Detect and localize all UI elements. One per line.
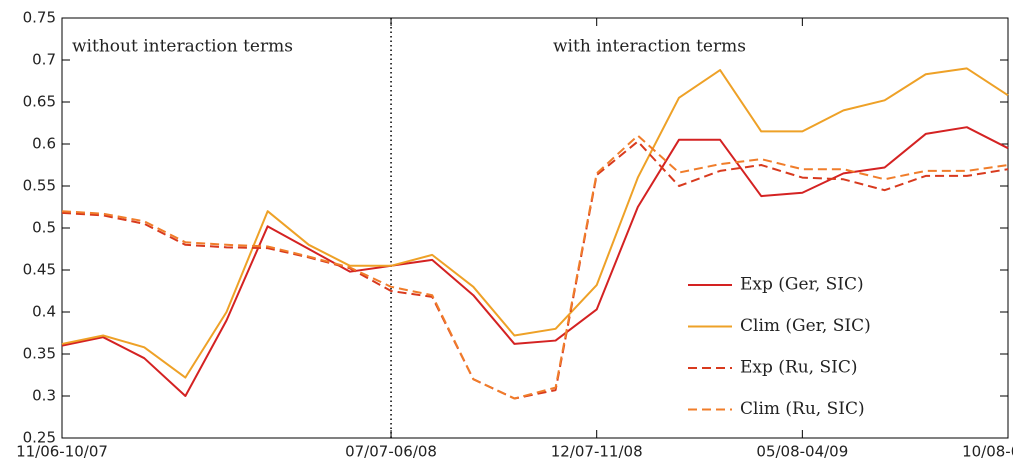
legend-label: Exp (Ru, SIC) bbox=[740, 358, 857, 378]
legend-label: Clim (Ger, SIC) bbox=[740, 316, 871, 336]
y-tick-label: 0.6 bbox=[32, 135, 56, 153]
x-tick-label: 07/07-06/08 bbox=[345, 443, 437, 461]
y-tick-label: 0.65 bbox=[23, 93, 56, 111]
legend-label: Clim (Ru, SIC) bbox=[740, 399, 865, 419]
y-tick-label: 0.25 bbox=[23, 429, 56, 447]
y-tick-label: 0.4 bbox=[32, 303, 56, 321]
legend-label: Exp (Ger, SIC) bbox=[740, 275, 864, 295]
y-tick-label: 0.75 bbox=[23, 9, 56, 27]
y-tick-label: 0.5 bbox=[32, 219, 56, 237]
annotation: without interaction terms bbox=[72, 37, 293, 57]
x-tick-label: 12/07-11/08 bbox=[551, 443, 643, 461]
x-tick-label: 11/06-10/07 bbox=[16, 443, 108, 461]
y-tick-label: 0.3 bbox=[32, 387, 56, 405]
series-line bbox=[61, 67, 1009, 379]
x-tick-label: 10/08-09/09 bbox=[962, 443, 1013, 461]
y-tick-label: 0.55 bbox=[23, 177, 56, 195]
annotation: with interaction terms bbox=[553, 37, 746, 57]
series-line bbox=[61, 126, 1009, 397]
plot-frame bbox=[61, 17, 1009, 439]
y-tick-label: 0.45 bbox=[23, 261, 56, 279]
y-tick-label: 0.35 bbox=[23, 345, 56, 363]
y-tick-label: 0.7 bbox=[32, 51, 56, 69]
x-tick-label: 05/08-04/09 bbox=[756, 443, 848, 461]
series-line bbox=[61, 134, 1009, 400]
